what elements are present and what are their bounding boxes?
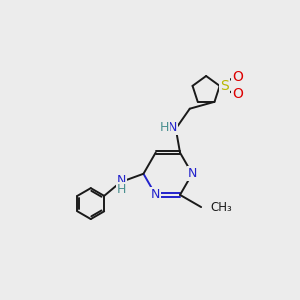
Text: O: O [232,70,243,84]
Text: H: H [160,121,169,134]
Text: O: O [232,87,243,101]
Text: N: N [188,167,197,180]
Text: H: H [117,183,126,196]
Text: S: S [220,79,229,93]
Text: N: N [151,188,160,201]
Text: N: N [117,174,126,188]
Text: CH₃: CH₃ [211,201,232,214]
Text: N: N [167,121,177,134]
